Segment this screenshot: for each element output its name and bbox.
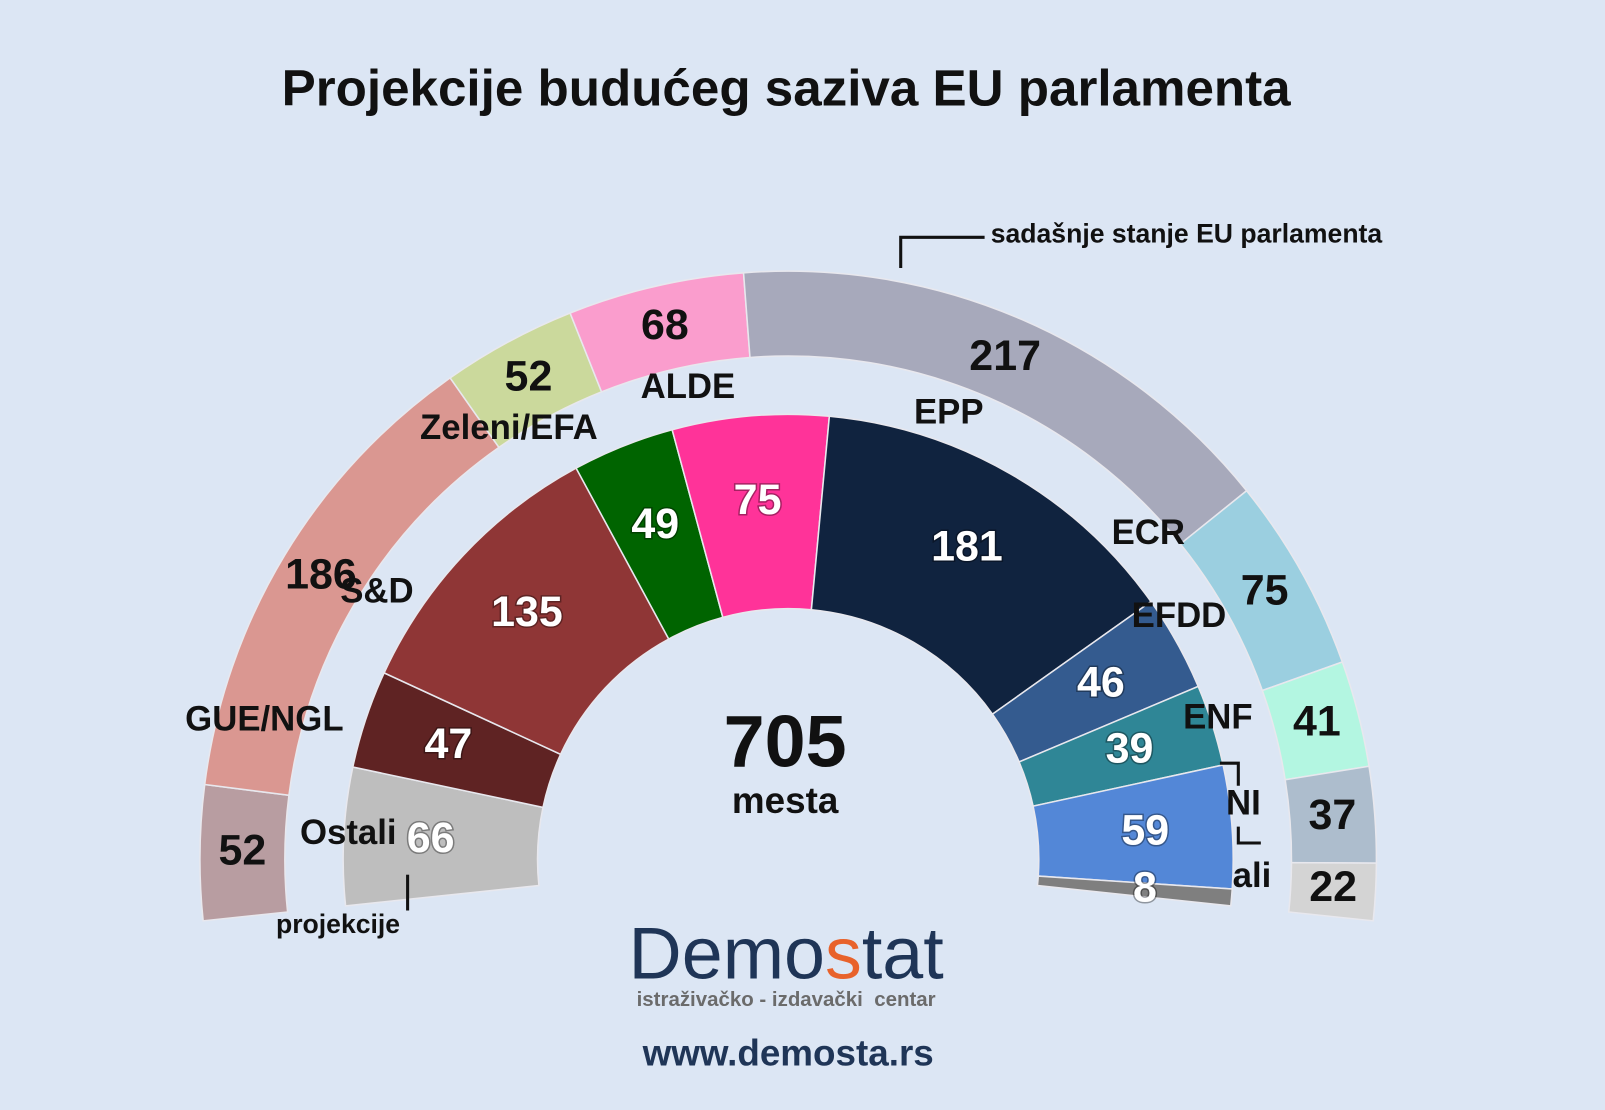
chart-title: Projekcije budućeg saziva EU parlamenta <box>282 60 1292 117</box>
logo-url: www.demosta.rs <box>642 1032 934 1073</box>
value-label: 75 <box>1241 566 1289 614</box>
value-label: 217 <box>969 332 1041 380</box>
party-label: ENF <box>1183 698 1253 736</box>
total-label: mesta <box>732 780 839 821</box>
value-label: 59 <box>1121 806 1169 854</box>
party-label: ECR <box>1112 514 1185 552</box>
party-label: EPP <box>914 394 984 432</box>
value-label: 68 <box>641 301 689 349</box>
seat-segment <box>1036 875 1234 907</box>
value-label: 46 <box>1077 658 1125 706</box>
logo-name: Demostat <box>629 912 944 995</box>
party-label: Zeleni/EFA <box>420 409 598 447</box>
legend-projection: projekcije <box>276 909 400 939</box>
party-label: EFDD <box>1132 597 1227 635</box>
value-label: 22 <box>1309 863 1357 911</box>
value-label: 52 <box>505 353 553 401</box>
value-label: 8 <box>1133 863 1157 911</box>
logo-subtitle: istraživačko - izdavački centar <box>637 988 936 1011</box>
value-label: 41 <box>1293 697 1341 745</box>
legend-current: sadašnje stanje EU parlamenta <box>991 218 1383 248</box>
total-value: 705 <box>724 699 847 782</box>
value-label: 37 <box>1308 791 1356 839</box>
value-label: 186 <box>285 551 357 599</box>
ni-bracket <box>1236 826 1261 845</box>
party-label: ALDE <box>641 368 736 406</box>
seat-segment <box>1287 861 1378 922</box>
logo-part: Demo <box>629 912 825 995</box>
value-label: 39 <box>1106 725 1154 773</box>
value-label: 135 <box>491 588 563 636</box>
party-label: S&D <box>340 573 413 611</box>
logo-part: s <box>825 912 862 995</box>
party-label: GUE/NGL <box>185 700 343 738</box>
annotation-line <box>899 235 985 269</box>
value-label: 181 <box>931 522 1003 570</box>
value-label: 75 <box>734 476 782 524</box>
rings: 52186526821775413722Ostali66Ostali47GUE/… <box>185 270 1378 922</box>
logo-part: tat <box>862 912 944 995</box>
value-label: 47 <box>424 720 472 768</box>
value-label: 49 <box>631 500 679 548</box>
party-label: NI <box>1226 784 1261 822</box>
seat-segment <box>810 415 1153 716</box>
value-label: 66 <box>407 814 455 862</box>
value-label: 52 <box>219 826 267 874</box>
party-label: Ostali <box>300 814 397 852</box>
ni-bracket <box>1219 761 1240 786</box>
